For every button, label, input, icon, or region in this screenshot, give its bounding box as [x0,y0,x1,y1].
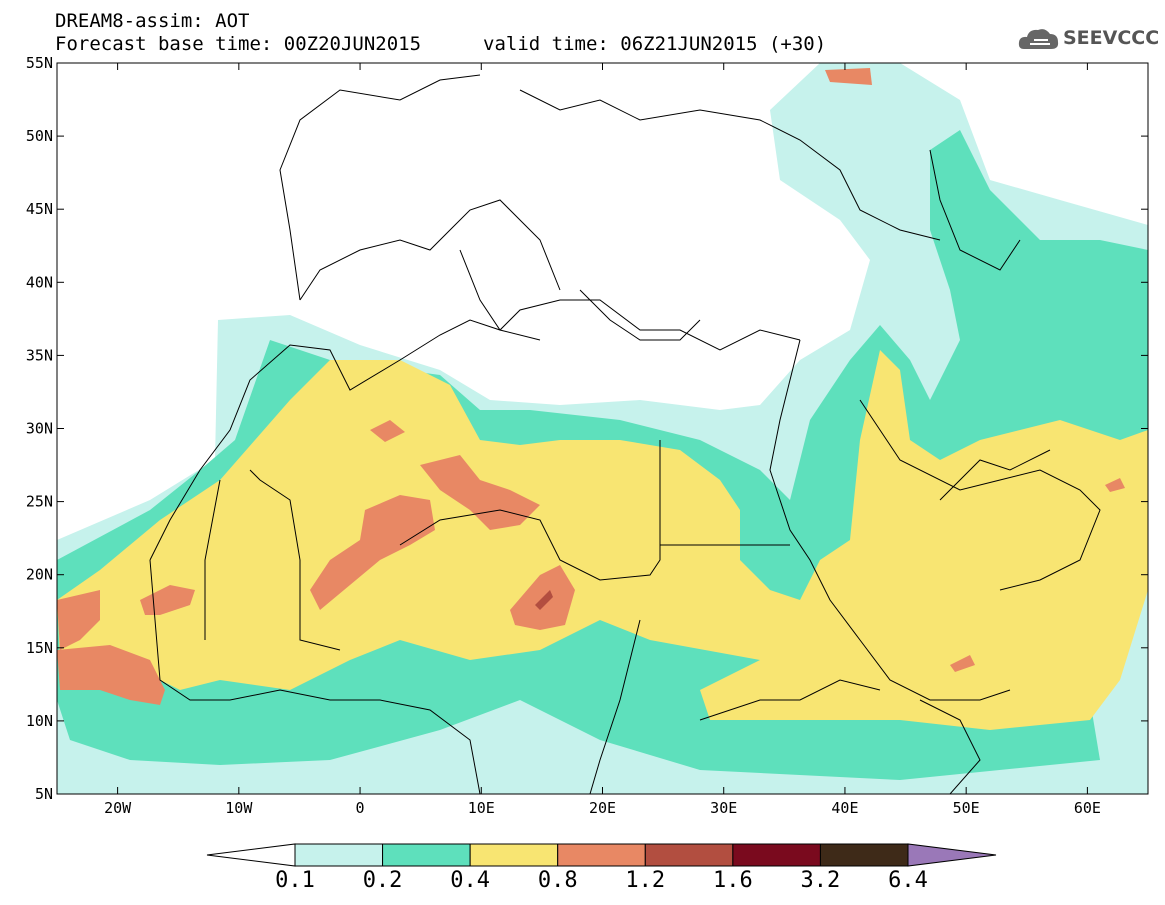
aot-0.8-region [420,455,540,530]
lon-tick-label: 10E [468,799,495,817]
aot-0.8-region [310,495,435,610]
lon-tick-label: 20E [589,799,616,817]
aot-0.4-region [57,350,1148,730]
colorbar-over-arrow [907,843,997,867]
colorbar-swatch [294,843,384,867]
colorbar-swatch [382,843,471,867]
logo-text: SEEVCCC [1063,27,1160,49]
lat-tick-label: 25N [26,493,53,511]
cloud-logo-icon [1018,29,1059,49]
lat-tick-label: 30N [26,420,53,438]
colorbar-swatch [644,843,734,867]
colorbar-label: 0.4 [450,868,491,893]
lon-tick-label: 60E [1074,799,1101,817]
lat-tick-label: 10N [26,712,53,730]
forecast-base-time: Forecast base time: 00Z20JUN2015 [55,33,422,55]
chart-title: DREAM8-assim: AOT [55,10,250,32]
lon-tick-label: 50E [953,799,980,817]
colorbar-label: 6.4 [888,868,928,893]
colorbar-label: 0.1 [275,868,315,893]
colorbar-swatch [557,843,646,867]
colorbar-label: 1.2 [625,868,666,893]
lat-tick-label: 20N [26,566,53,584]
lon-tick-label: 40E [831,799,858,817]
lat-tick-label: 15N [26,639,53,657]
colorbar-label: 0.2 [362,868,403,893]
valid-time: valid time: 06Z21JUN2015 (+30) [483,33,827,55]
colorbar-under-arrow [206,843,296,867]
aot-1.2-region [535,590,553,610]
colorbar-swatch [732,843,821,867]
lat-tick-label: 40N [26,273,53,291]
colorbar-label: 1.6 [712,868,753,893]
colorbar-label: 3.2 [800,868,841,893]
aot-0.8-region [57,590,100,650]
aot-0.8-region [825,68,872,85]
colorbar-swatch [819,843,909,867]
aot-0.8-region [950,655,975,672]
lon-tick-label: 0 [356,799,365,817]
lat-tick-label: 35N [26,346,53,364]
lon-tick-label: 10W [225,799,253,817]
colorbar-swatch [469,843,559,867]
aot-0.8-region [57,645,165,705]
lat-tick-label: 55N [26,54,53,72]
coastlines [149,74,1101,794]
lat-tick-label: 5N [35,785,53,803]
colorbar-label: 0.8 [537,868,578,893]
lon-tick-label: 20W [104,799,132,817]
axis-ticks: 20W 10W 0 10E 20E 30E 40E 50E 60E 55N 50N 45N 40N 35N… [26,54,1148,817]
aot-0.8-region [370,420,405,442]
lat-tick-label: 45N [26,200,53,218]
lon-tick-label: 30E [710,799,737,817]
aot-fields [57,63,1148,794]
lat-tick-label: 50N [26,127,53,145]
aot-0.8-region [1105,478,1125,492]
